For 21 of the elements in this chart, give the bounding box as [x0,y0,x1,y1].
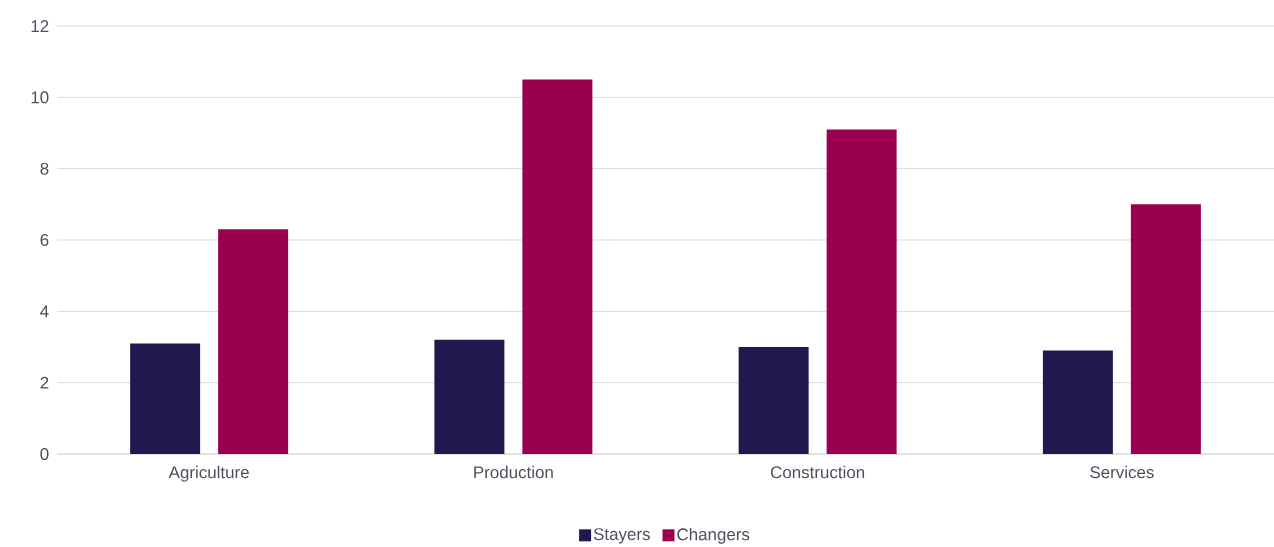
bar [1042,350,1113,454]
y-tick-label: 4 [40,305,49,318]
bar [218,229,289,454]
y-tick-label: 8 [40,162,49,175]
y-tick-label: 6 [40,234,49,246]
x-tick-label: Production [474,465,553,479]
x-tick-label: Agriculture [168,465,249,482]
y-tick-label: 12 [31,20,49,32]
legend-label: Stayers [593,528,650,544]
bar [522,79,593,454]
x-tick-label: Services [1090,465,1154,479]
y-tick-label: 10 [31,91,49,104]
bar [130,343,201,454]
bar [434,339,505,454]
bar [826,129,897,454]
bar [738,347,809,454]
legend-label: Changers [677,527,750,544]
y-tick-label: 0 [40,448,49,460]
bar [1130,204,1201,454]
y-tick-label: 2 [40,376,49,389]
x-tick-label: Construction [770,465,865,479]
